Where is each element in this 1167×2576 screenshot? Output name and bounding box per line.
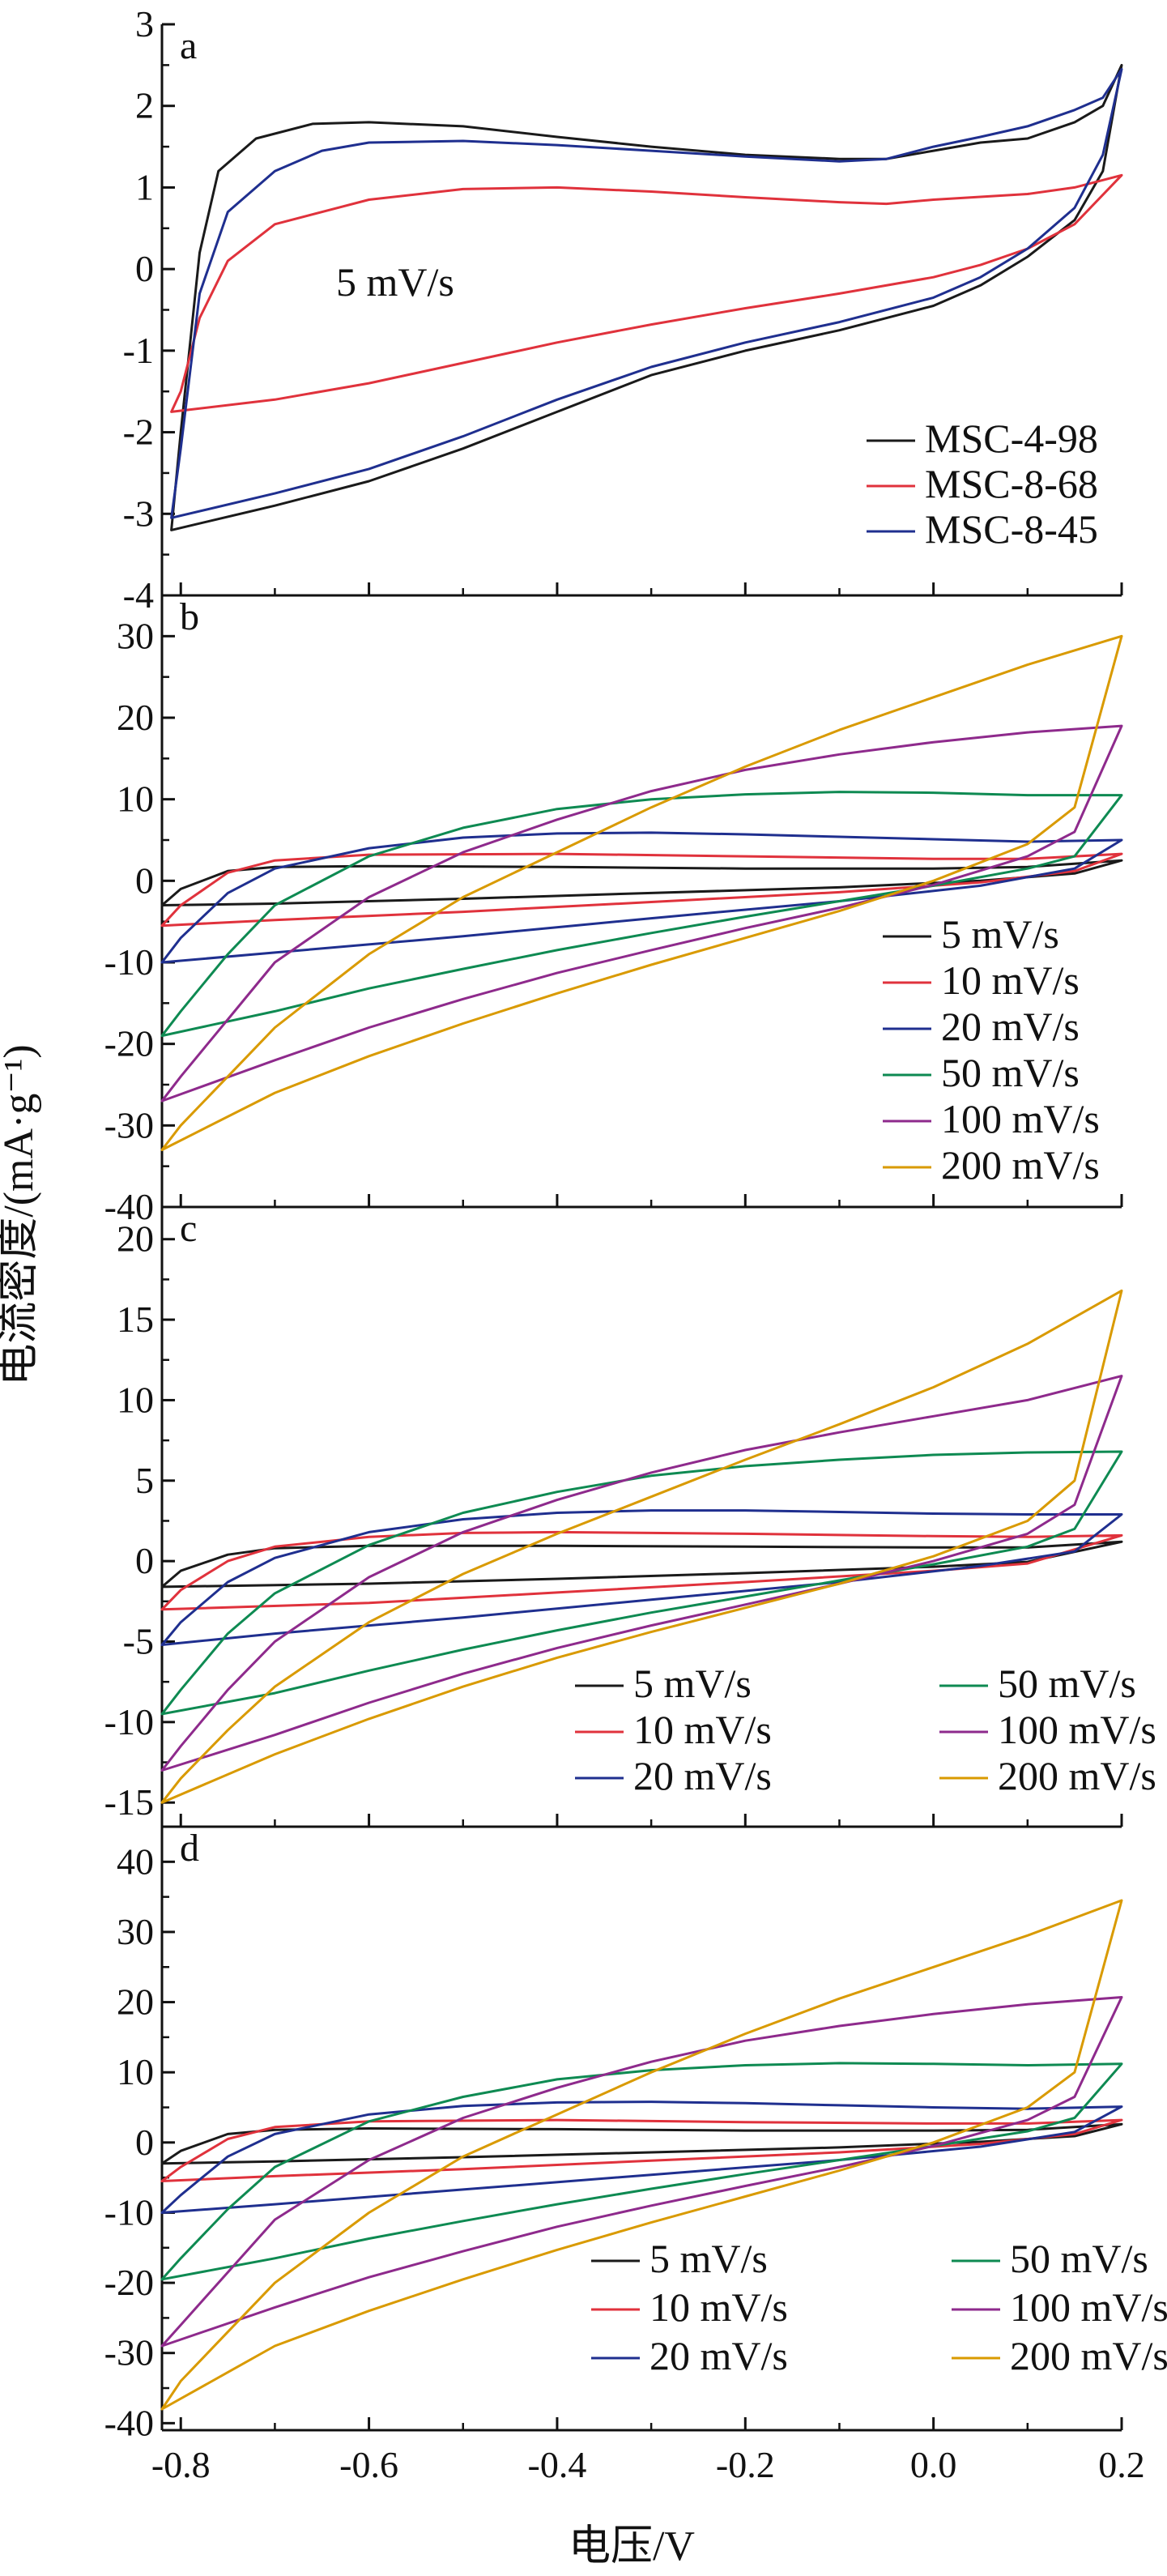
legend-label: 100 mV/s xyxy=(1010,2284,1167,2330)
x-tick-label: 0.0 xyxy=(910,2444,957,2485)
y-tick-label: 2 xyxy=(135,85,154,126)
panel-label: b xyxy=(180,595,199,638)
y-tick-label: 10 xyxy=(117,2051,154,2092)
legend-label: 10 mV/s xyxy=(650,2284,788,2330)
legend-label: 5 mV/s xyxy=(941,911,1059,957)
cv-curve-100-mv-s xyxy=(160,1375,1123,1772)
legend-label: 20 mV/s xyxy=(941,1004,1080,1049)
scan-rate-annotation: 5 mV/s xyxy=(336,259,454,305)
cv-curve-10-mv-s xyxy=(160,1530,1123,1611)
cv-curve-10-mv-s xyxy=(160,852,1123,928)
legend-label: 5 mV/s xyxy=(650,2236,768,2281)
cv-curve-200-mv-s xyxy=(160,634,1123,1151)
panel-d: 40 30 20 10 0 -10 -20 -30 -40 d 5 mV/s10 mV/s20 mV… xyxy=(104,1827,1167,2443)
legend-label: 50 mV/s xyxy=(1010,2236,1148,2281)
cv-curve-5-mv-s xyxy=(160,859,1123,906)
legend-label: 50 mV/s xyxy=(998,1661,1136,1706)
cv-curve-20-mv-s xyxy=(160,831,1123,964)
panel-label: a xyxy=(180,24,197,67)
panel-a: 3 2 1 0 -1 -2 -3 -4 a 5 mV/s MSC-4-98MSC-8-68MSC-8… xyxy=(123,3,1123,616)
x-axis-title: 电压/V xyxy=(569,2523,695,2570)
y-tick-label: 0 xyxy=(135,2122,154,2163)
y-tick-label: -40 xyxy=(104,2402,154,2443)
cv-curve-20-mv-s xyxy=(160,1509,1123,1646)
y-tick-label: 5 xyxy=(135,1460,154,1501)
cv-curve-10-mv-s xyxy=(160,2118,1123,2182)
cv-curve-100-mv-s xyxy=(160,724,1123,1102)
panel-label: d xyxy=(180,1827,199,1870)
y-tick-label: -30 xyxy=(104,1104,154,1145)
legend-label: 100 mV/s xyxy=(998,1707,1156,1752)
y-tick-label: -1 xyxy=(123,330,154,371)
y-tick-label: 20 xyxy=(117,697,154,738)
y-tick-label: 20 xyxy=(117,1981,154,2023)
legend-label: 10 mV/s xyxy=(941,957,1080,1003)
y-tick-label: 20 xyxy=(117,1218,154,1260)
x-tick-label: -0.6 xyxy=(339,2444,398,2485)
y-axis-title: 电流密度/(mA·g⁻¹) xyxy=(0,1044,42,1385)
y-tick-label: -10 xyxy=(104,2191,154,2233)
y-tick-label: 30 xyxy=(117,1911,154,1952)
legend-label: 50 mV/s xyxy=(941,1050,1080,1095)
y-tick-label: -30 xyxy=(104,2332,154,2373)
y-tick-label: -5 xyxy=(123,1620,154,1661)
legend-label: 5 mV/s xyxy=(633,1661,752,1706)
y-tick-label: -4 xyxy=(123,574,154,616)
cv-curve-200-mv-s xyxy=(160,1289,1123,1804)
x-tick-label: -0.8 xyxy=(151,2444,211,2485)
y-tick-label: 15 xyxy=(117,1299,154,1340)
y-tick-label: -20 xyxy=(104,1023,154,1064)
cv-curve-100-mv-s xyxy=(160,1996,1123,2348)
y-tick-label: 0 xyxy=(135,248,154,289)
y-tick-label: -2 xyxy=(123,412,154,453)
cv-curve-msc-8-68 xyxy=(170,173,1123,413)
legend-label: 20 mV/s xyxy=(650,2333,788,2378)
y-tick-label: 3 xyxy=(135,3,154,45)
y-tick-label: 40 xyxy=(117,1840,154,1882)
legend-label: 200 mV/s xyxy=(941,1142,1100,1188)
y-tick-label: 0 xyxy=(135,859,154,901)
y-tick-label: -20 xyxy=(104,2262,154,2303)
panel-label: c xyxy=(180,1207,197,1250)
panel-c: 20 15 10 5 0 -5 -10 -15 c 5 mV/s10 mV/s20 mV/s 50 … xyxy=(104,1207,1156,1828)
cv-curve-50-mv-s xyxy=(160,791,1123,1038)
x-tick-label: 0.2 xyxy=(1098,2444,1145,2485)
cv-curve-msc-8-45 xyxy=(170,67,1123,519)
legend-label: 200 mV/s xyxy=(998,1753,1156,1798)
cv-curve-msc-4-98 xyxy=(170,63,1123,531)
legend-label: MSC-4-98 xyxy=(925,416,1098,461)
legend-label: MSC-8-68 xyxy=(925,461,1098,506)
legend-label: 20 mV/s xyxy=(633,1753,772,1798)
y-tick-label: -10 xyxy=(104,941,154,983)
cv-curve-50-mv-s xyxy=(160,2062,1123,2281)
cv-curve-200-mv-s xyxy=(160,1899,1123,2411)
y-tick-label: 10 xyxy=(117,778,154,820)
y-tick-label: 10 xyxy=(117,1379,154,1420)
y-tick-label: -10 xyxy=(104,1701,154,1742)
cv-curve-50-mv-s xyxy=(160,1450,1123,1716)
legend-label: 200 mV/s xyxy=(1010,2333,1167,2378)
legend-label: 100 mV/s xyxy=(941,1096,1100,1141)
y-tick-label: 0 xyxy=(135,1540,154,1581)
x-tick-label: -0.4 xyxy=(528,2444,587,2485)
y-tick-label: 1 xyxy=(135,166,154,207)
y-tick-label: -15 xyxy=(104,1781,154,1823)
y-tick-label: -3 xyxy=(123,493,154,534)
panel-b: 30 20 10 0 -10 -20 -30 -40 b 5 mV/s10 mV/s20 mV/s… xyxy=(104,595,1123,1227)
legend-label: MSC-8-45 xyxy=(925,506,1098,552)
cv-curve-20-mv-s xyxy=(160,2100,1123,2214)
legend-label: 10 mV/s xyxy=(633,1707,772,1752)
x-tick-label: -0.2 xyxy=(716,2444,775,2485)
y-tick-label: 30 xyxy=(117,615,154,656)
y-tick-label: -40 xyxy=(104,1186,154,1227)
